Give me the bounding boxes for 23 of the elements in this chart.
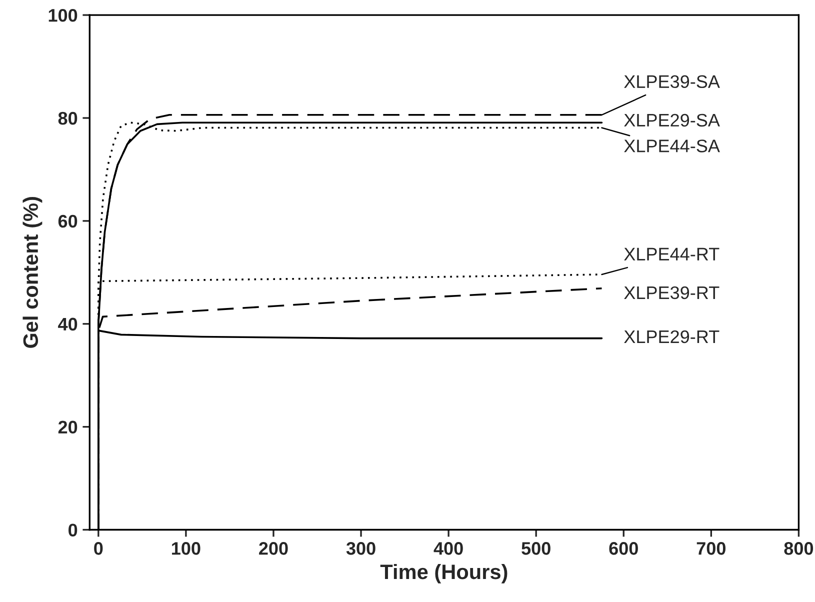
x-tick-label: 300 [346, 542, 376, 555]
x-tick-label: 500 [522, 542, 550, 555]
y-axis-title: Gel content (%) [22, 197, 42, 348]
x-tick-label: 400 [434, 542, 463, 555]
x-tick-label: 600 [609, 542, 638, 555]
x-tick-label: 100 [172, 542, 200, 555]
y-tick-label: 0 [68, 524, 78, 536]
y-tick-label: 80 [58, 112, 78, 125]
series-label: XLPE39-SA [624, 75, 720, 88]
x-tick-label: 200 [259, 542, 288, 555]
series-label: XLPE39-RT [624, 286, 720, 300]
x-tick-label: 0 [94, 542, 103, 555]
series-label: XLPE29-SA [624, 114, 720, 127]
x-tick-label: 700 [696, 542, 726, 555]
x-tick-label: 800 [784, 542, 814, 555]
series-label: XLPE44-SA [624, 140, 720, 152]
x-axis-title: Time (Hours) [380, 564, 508, 584]
y-tick-label: 40 [58, 318, 78, 331]
y-tick-label: 20 [58, 420, 78, 434]
series-label: XLPE44-RT [624, 248, 720, 260]
y-tick-label: 60 [58, 214, 78, 228]
series-label: XLPE29-RT [624, 330, 720, 344]
y-tick-label: 100 [48, 8, 78, 22]
